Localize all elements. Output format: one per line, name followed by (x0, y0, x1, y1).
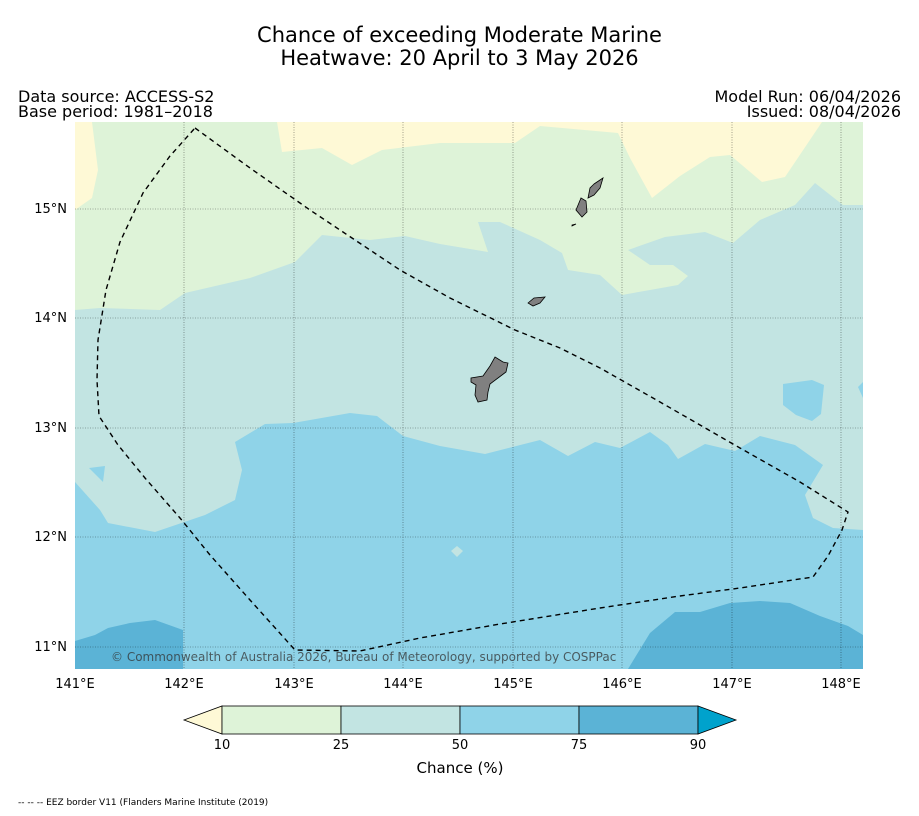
zone-50-75 (75, 413, 863, 669)
aguijan-islet (571, 223, 577, 227)
rota-island (527, 296, 546, 307)
title-line-1: Chance of exceeding Moderate Marine (257, 23, 662, 47)
saipan-island (587, 177, 604, 199)
probability-fields (75, 122, 863, 669)
colorbar-below-10 (182, 705, 223, 735)
zone-50-75-patch-small (451, 546, 463, 557)
lat-label: 11°N (34, 640, 67, 655)
guam-island (470, 356, 509, 403)
lon-label: 143°E (274, 677, 314, 692)
colorbar-tick: 90 (689, 738, 707, 753)
eez-border (96, 127, 849, 652)
zone-50-75-patch-west (89, 466, 105, 482)
gridlines (75, 122, 863, 669)
lon-label: 144°E (383, 677, 423, 692)
colorbar-above-90 (697, 705, 738, 735)
colorbar-title: Chance (%) (416, 759, 504, 777)
zone-50-75-patch-east (783, 380, 824, 421)
lat-label: 13°N (34, 421, 67, 436)
landmasses (470, 177, 604, 403)
zone-75-90-east (628, 601, 863, 669)
colorbar-10-25 (221, 705, 342, 735)
lat-label: 14°N (34, 311, 67, 326)
tinian-island (575, 197, 588, 218)
lon-label: 142°E (164, 677, 204, 692)
lon-tick-labels: 141°E 142°E 143°E 144°E 145°E 146°E 147°… (55, 677, 861, 692)
base-period: Base period: 1981–2018 (18, 102, 213, 121)
issued-date: Issued: 08/04/2026 (746, 102, 901, 121)
colorbar-50-75 (459, 705, 580, 735)
lon-label: 148°E (821, 677, 861, 692)
lon-label: 147°E (712, 677, 752, 692)
zone-50-75-patch-edge (858, 382, 863, 398)
colorbar-75-90 (578, 705, 699, 735)
title-line-2: Heatwave: 20 April to 3 May 2026 (280, 46, 639, 70)
lat-label: 15°N (34, 202, 67, 217)
zone-below-10-north (277, 122, 822, 198)
colorbar-tick: 25 (332, 738, 350, 753)
zone-75-90-west (75, 620, 183, 669)
colorbar-tick: 50 (451, 738, 469, 753)
colorbar-tick: 75 (570, 738, 588, 753)
lon-label: 146°E (602, 677, 642, 692)
model-run: Model Run: 06/04/2026 (714, 87, 902, 106)
copyright-text: © Commonwealth of Australia 2026, Bureau… (111, 650, 616, 664)
eez-footnote: -- -- -- EEZ border V11 (Flanders Marine… (18, 798, 269, 808)
lat-label: 12°N (34, 530, 67, 545)
lon-label: 141°E (55, 677, 95, 692)
colorbar (182, 705, 738, 735)
zone-below-10-west (75, 122, 98, 210)
colorbar-25-50 (340, 705, 461, 735)
data-source: Data source: ACCESS-S2 (18, 87, 215, 106)
colorbar-tick: 10 (213, 738, 231, 753)
lat-tick-labels: 15°N 14°N 13°N 12°N 11°N (34, 202, 67, 655)
lon-label: 145°E (493, 677, 533, 692)
